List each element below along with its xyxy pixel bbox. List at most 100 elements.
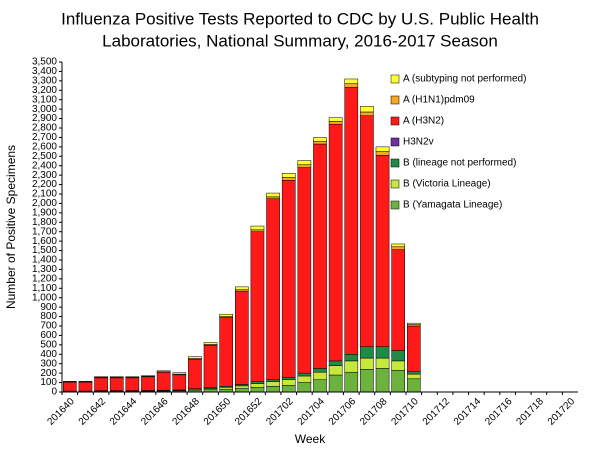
bar-segment [407, 373, 421, 380]
bar-segment [94, 376, 108, 378]
bar-segment [219, 387, 233, 390]
bar-segment [360, 106, 374, 113]
bar-segment [344, 354, 359, 362]
y-tick-label: 2,700 [32, 132, 57, 143]
bar-segment [360, 115, 374, 347]
bar-segment [344, 78, 359, 84]
bar-segment [297, 382, 312, 393]
bar-segment [235, 385, 249, 389]
bar-segment [266, 192, 280, 198]
bar-segment [313, 143, 327, 369]
bar-segment [235, 387, 249, 393]
bar-segment [281, 180, 296, 378]
bar-segment [360, 357, 374, 370]
y-tick-label: 1,900 [32, 207, 57, 218]
legend-label: B (lineage not performed) [403, 158, 516, 169]
x-axis-title: Week [295, 432, 326, 446]
bar-segment [328, 117, 343, 122]
bar-segment [156, 372, 171, 391]
y-tick-label: 1,800 [32, 217, 57, 228]
y-tick-label: 2,800 [32, 123, 57, 134]
bar-segment [250, 225, 265, 231]
bar-segment [375, 346, 390, 359]
legend-swatch [390, 137, 400, 147]
bar-segment [141, 375, 155, 377]
y-tick-label: 2,900 [32, 113, 57, 124]
bar-segment [360, 369, 374, 393]
bar-segment [344, 83, 359, 88]
y-tick-label: 800 [40, 311, 57, 322]
y-tick-label: 1,400 [32, 255, 57, 266]
y-tick-label: 2,000 [32, 198, 57, 209]
bar-segment [250, 229, 265, 232]
y-tick-label: 3,500 [32, 57, 57, 68]
bar-segment [328, 374, 343, 393]
bar-segment [375, 146, 390, 152]
bar-segment [109, 377, 124, 391]
y-tick-label: 1,000 [32, 292, 57, 303]
bar-segment [328, 360, 343, 366]
bar-segment [375, 368, 390, 393]
y-tick-label: 3,100 [32, 94, 57, 105]
y-tick-label: 3,200 [32, 85, 57, 96]
bar-segment [235, 286, 249, 290]
bar-segment [188, 359, 202, 389]
bar-segment [281, 377, 296, 380]
y-tick-label: 500 [40, 339, 57, 350]
bar-segment [375, 357, 390, 369]
bar-segment [125, 377, 140, 391]
bar-segment [344, 87, 359, 355]
y-tick-label: 3,000 [32, 104, 57, 115]
bar-segment [407, 371, 421, 375]
bar-segment [391, 370, 405, 393]
bar-segment [281, 173, 296, 178]
bar-segment [344, 360, 359, 373]
bar-segment [297, 160, 312, 166]
bar-segment [391, 246, 405, 250]
y-tick-label: 2,200 [32, 179, 57, 190]
bar-segment [297, 167, 312, 374]
bar-segment [313, 137, 327, 142]
bar-segment [328, 365, 343, 376]
y-tick-label: 1,700 [32, 226, 57, 237]
bar-segment [156, 370, 171, 372]
bar-segment [313, 140, 327, 145]
bar-segment [172, 372, 187, 375]
y-tick-label: 700 [40, 321, 57, 332]
bar-segment [266, 381, 280, 387]
bar-segment [313, 368, 327, 373]
bar-segment [250, 383, 265, 388]
y-tick-label: 300 [40, 358, 57, 369]
y-tick-label: 100 [40, 377, 57, 388]
y-tick-label: 0 [51, 387, 57, 398]
bar-segment [297, 164, 312, 168]
bar-segment [328, 121, 343, 125]
chart-title: Laboratories, National Summary, 2016-201… [102, 31, 498, 50]
y-tick-label: 400 [40, 349, 57, 360]
bar-segment [109, 376, 124, 378]
bar-segment [407, 378, 421, 393]
bar-segment [203, 345, 218, 389]
bar-segment [250, 387, 265, 393]
bar-segment [281, 379, 296, 386]
y-tick-label: 1,100 [32, 283, 57, 294]
legend-swatch [390, 74, 400, 84]
bar-segment [391, 360, 405, 371]
legend-label: B (Victoria Lineage) [403, 179, 491, 190]
legend-swatch [390, 116, 400, 126]
bar-segment [313, 379, 327, 393]
bar-segment [63, 381, 77, 392]
bar-segment [391, 249, 405, 351]
chart-title: Influenza Positive Tests Reported to CDC… [61, 9, 539, 28]
y-tick-label: 2,400 [32, 160, 57, 171]
legend-label: H3N2v [403, 137, 434, 148]
y-tick-label: 900 [40, 302, 57, 313]
legend-label: B (Yamagata Lineage) [403, 200, 502, 211]
y-tick-label: 1,300 [32, 264, 57, 275]
bar-segment [391, 350, 405, 362]
legend-swatch [390, 158, 400, 168]
bar-segment [281, 385, 296, 393]
legend-swatch [390, 200, 400, 210]
bar-segment [281, 177, 296, 181]
y-tick-label: 3,400 [32, 66, 57, 77]
